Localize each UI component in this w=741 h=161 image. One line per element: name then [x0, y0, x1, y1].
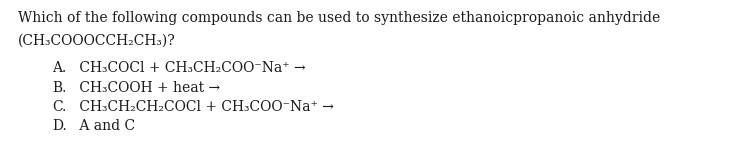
Text: CH₃COOH + heat →: CH₃COOH + heat → — [75, 80, 220, 95]
Text: A and C: A and C — [75, 119, 135, 133]
Text: B.: B. — [52, 80, 67, 95]
Text: CH₃COCl + CH₃CH₂COO⁻Na⁺ →: CH₃COCl + CH₃CH₂COO⁻Na⁺ → — [75, 61, 305, 75]
Text: D.: D. — [52, 119, 67, 133]
Text: C.: C. — [52, 100, 67, 114]
Text: A.: A. — [52, 61, 66, 75]
Text: (CH₃COOOCCH₂CH₃)?: (CH₃COOOCCH₂CH₃)? — [18, 34, 176, 48]
Text: Which of the following compounds can be used to synthesize ethanoicpropanoic anh: Which of the following compounds can be … — [18, 11, 660, 25]
Text: CH₃CH₂CH₂COCl + CH₃COO⁻Na⁺ →: CH₃CH₂CH₂COCl + CH₃COO⁻Na⁺ → — [75, 100, 334, 114]
